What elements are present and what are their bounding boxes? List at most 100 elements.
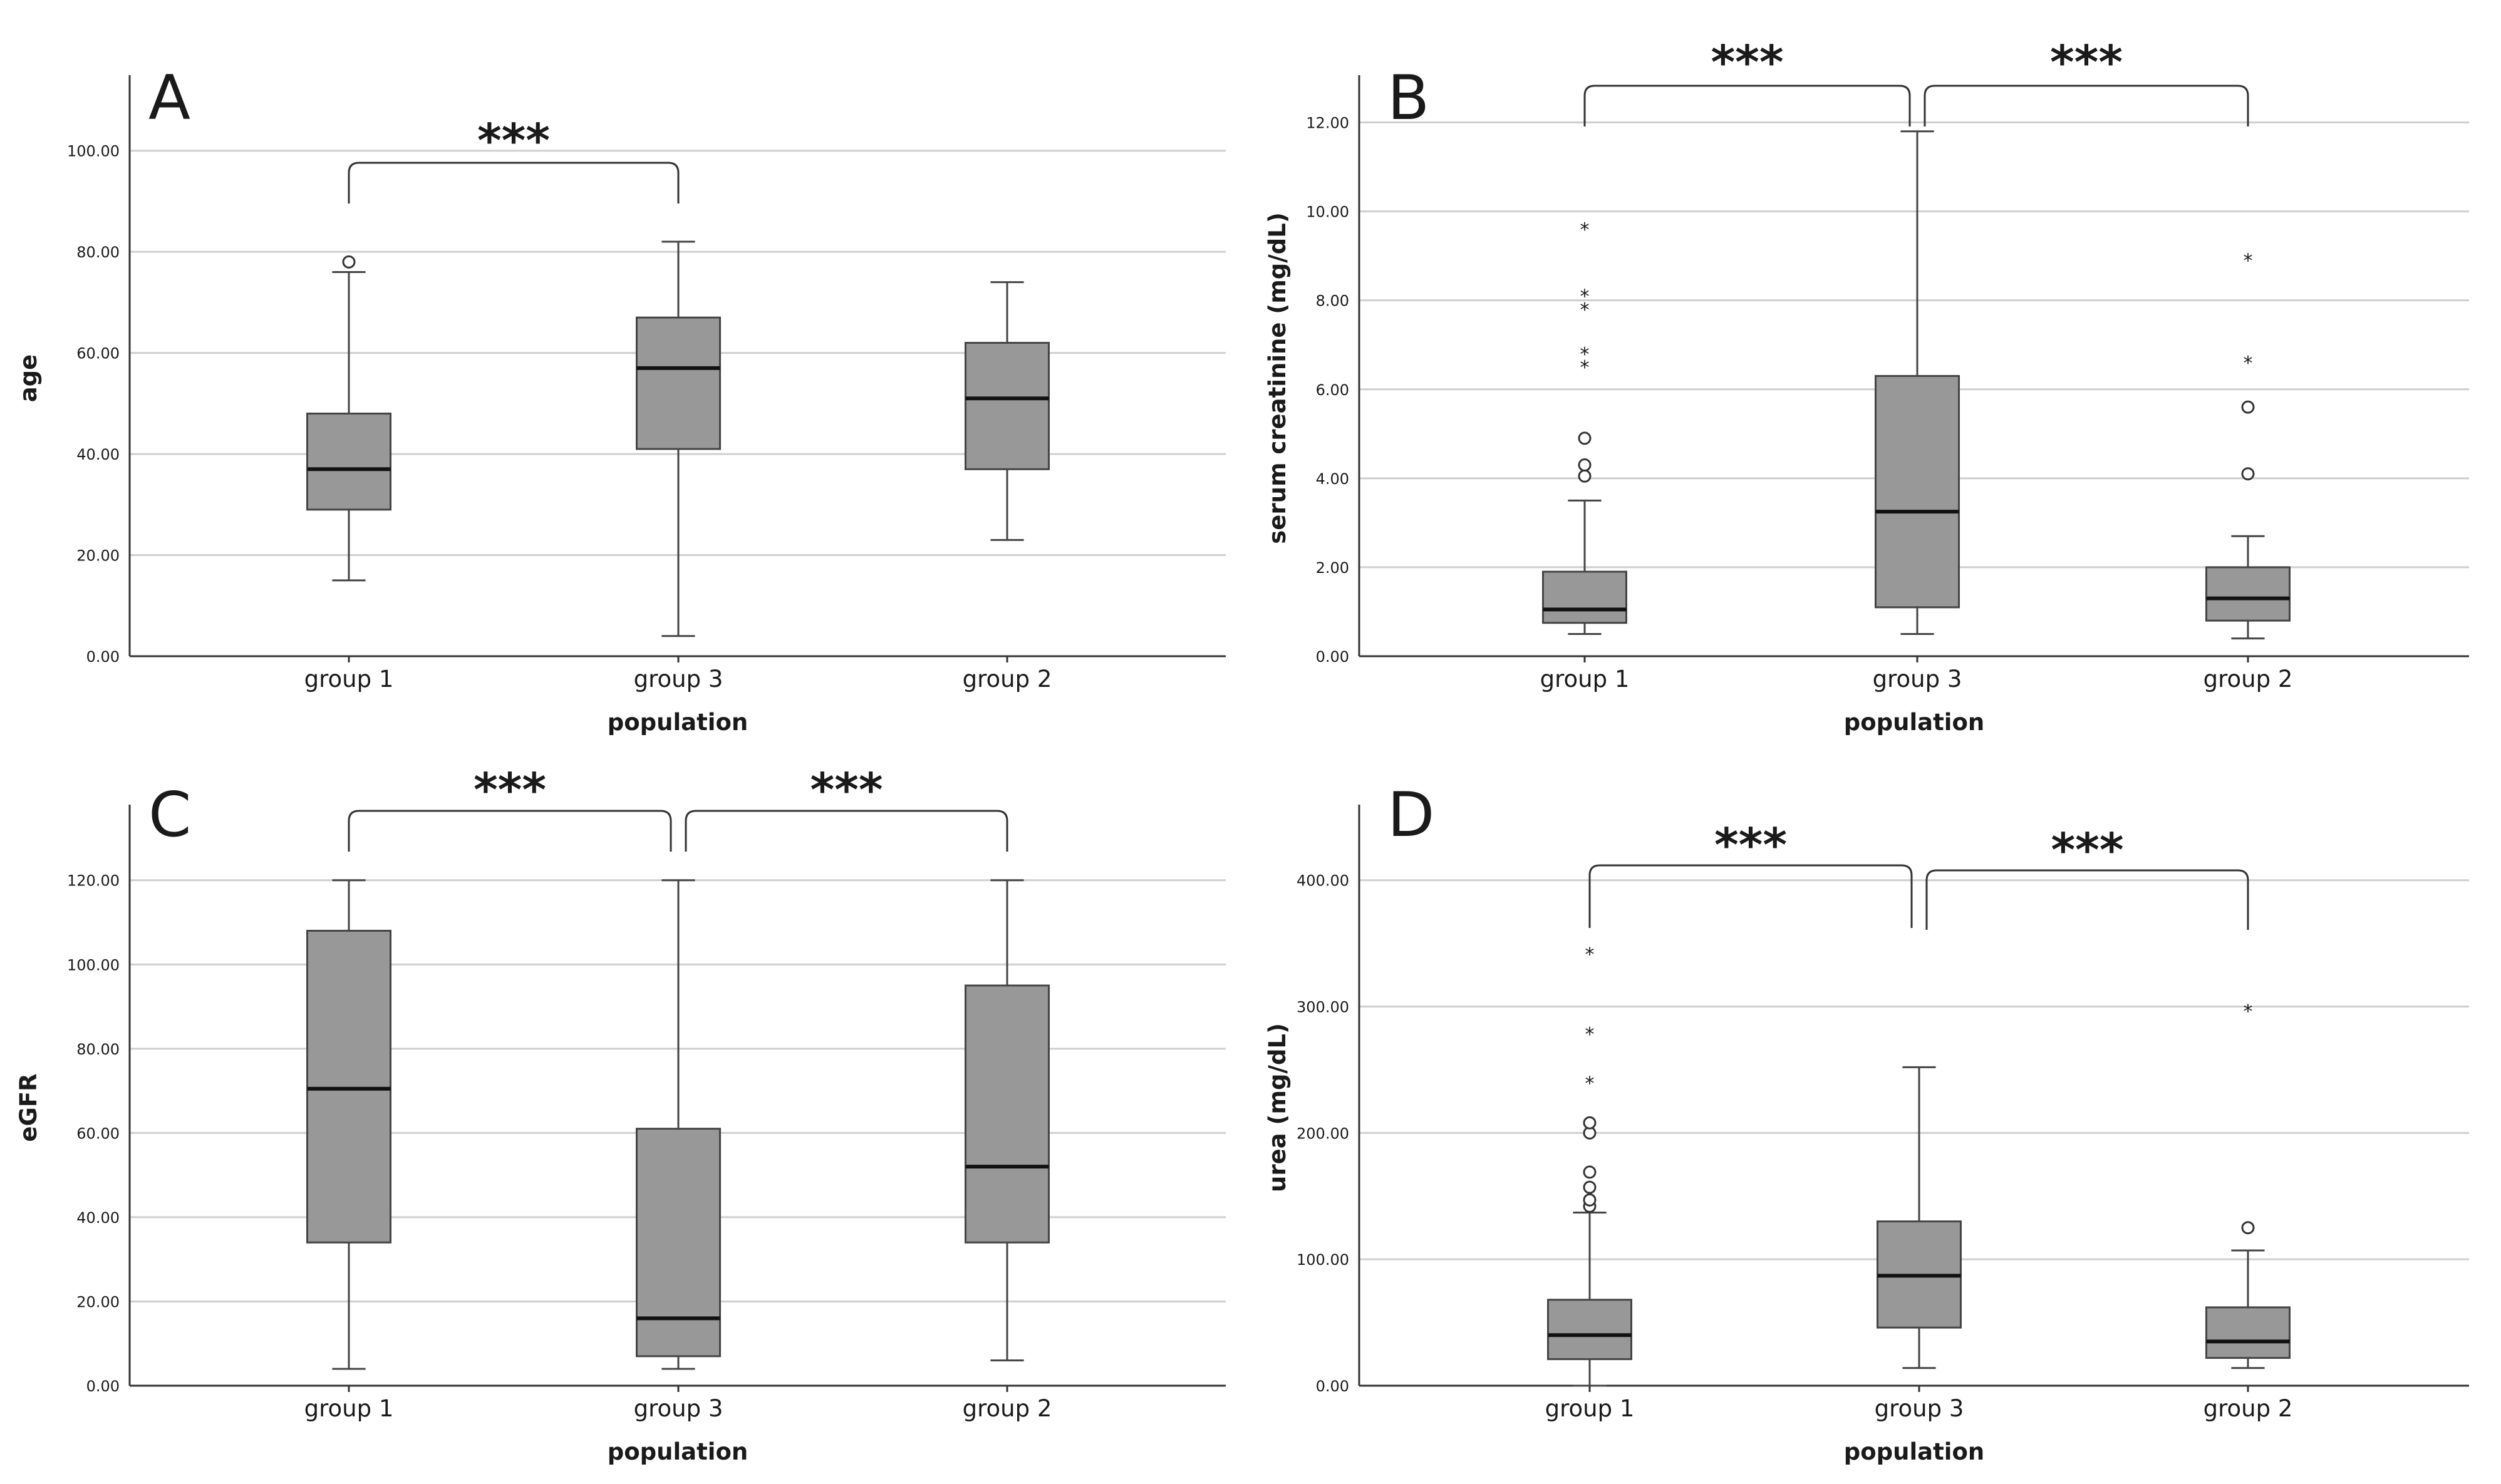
significance-bracket <box>348 810 672 852</box>
box-group-3 <box>1875 130 1960 635</box>
x-axis-title: population <box>1844 709 1985 736</box>
outlier-star: * <box>1580 286 1590 307</box>
y-tick-label: 100.00 <box>1297 1251 1349 1269</box>
x-category-label: group 2 <box>2203 1395 2293 1422</box>
outlier-circle <box>1583 1180 1597 1194</box>
y-tick-label: 120.00 <box>67 872 120 890</box>
box-group-1: * * * <box>1547 944 1632 1387</box>
iqr-box <box>1875 374 1960 609</box>
x-category-label: group 2 <box>963 1395 1052 1422</box>
panel-letter: B <box>1387 63 1429 134</box>
y-tick-label: 0.00 <box>86 1378 120 1395</box>
y-tick-label: 80.00 <box>76 244 120 261</box>
y-tick-label: 60.00 <box>76 1125 120 1142</box>
box-group-2 <box>965 281 1050 541</box>
significance-label: *** <box>2051 823 2123 877</box>
y-tick-label: 40.00 <box>76 446 120 463</box>
iqr-box <box>965 341 1050 470</box>
outlier-star: * <box>1585 1024 1595 1046</box>
iqr-box <box>2205 566 2291 622</box>
y-tick-label: 10.00 <box>1306 204 1349 221</box>
y-tick-label: 20.00 <box>76 1293 120 1311</box>
y-tick-label: 0.00 <box>86 648 120 666</box>
significance-label: *** <box>2050 36 2123 90</box>
outlier-circle <box>342 255 356 269</box>
outlier-star: * <box>2244 250 2253 272</box>
significance-bracket <box>1588 864 1913 928</box>
x-category-label: group 1 <box>1545 1395 1635 1422</box>
x-axis-title: population <box>1844 1438 1985 1465</box>
iqr-box <box>306 413 391 511</box>
outlier-circle <box>1578 469 1592 483</box>
y-axis-title: eGFR <box>15 1073 42 1141</box>
box-group-3 <box>1877 1066 1962 1369</box>
y-tick-label: 300.00 <box>1297 999 1349 1016</box>
iqr-box <box>306 929 391 1244</box>
y-tick-label: 2.00 <box>1316 559 1349 577</box>
outlier-star: * <box>1580 219 1590 241</box>
outlier-circle <box>1583 1165 1597 1179</box>
x-category-label: group 3 <box>1873 666 1962 693</box>
outlier-star: * <box>1585 1073 1595 1095</box>
y-tick-label: 4.00 <box>1316 470 1349 488</box>
panel-letter: D <box>1387 780 1434 851</box>
significance-bracket <box>1583 85 1911 126</box>
x-axis-title: population <box>608 1438 748 1465</box>
outlier-star: * <box>1585 944 1595 966</box>
y-tick-label: 0.00 <box>1316 648 1349 666</box>
box-group-2: ** <box>2205 250 2291 640</box>
outlier-circle <box>1578 431 1592 445</box>
y-tick-label: 12.00 <box>1306 115 1349 132</box>
outlier-star: * <box>1580 357 1590 379</box>
significance-label: *** <box>477 114 550 168</box>
y-axis-title: urea (mg/dL) <box>1264 1023 1291 1192</box>
y-tick-label: 0.00 <box>1316 1378 1349 1395</box>
box-group-1 <box>306 879 391 1370</box>
box-group-3 <box>636 879 721 1370</box>
significance-label: *** <box>474 763 546 817</box>
y-tick-label: 60.00 <box>76 345 120 363</box>
panel-c: 0.00 20.00 40.00 60.00 80.00 100.00 120.00 grou… <box>15 763 1226 1465</box>
y-tick-label: 200.00 <box>1297 1125 1349 1142</box>
y-tick-label: 100.00 <box>67 143 120 160</box>
y-tick-label: 40.00 <box>76 1209 120 1227</box>
box-group-1: ***** <box>1542 219 1627 635</box>
significance-bracket <box>1924 85 2249 126</box>
significance-bracket <box>348 162 680 204</box>
outlier-star: * <box>2244 353 2253 374</box>
outlier-circle <box>1578 458 1592 472</box>
iqr-box <box>2205 1306 2291 1359</box>
y-tick-label: 400.00 <box>1297 872 1349 890</box>
x-axis-title: population <box>608 709 748 736</box>
x-category-label: group 3 <box>634 1395 723 1422</box>
box-group-2: * <box>2205 1001 2291 1369</box>
iqr-box <box>1542 570 1627 624</box>
box-group-1 <box>306 255 391 582</box>
outlier-circle <box>2241 1221 2255 1235</box>
significance-bracket <box>1925 869 2249 930</box>
x-category-label: group 1 <box>1540 666 1630 693</box>
y-axis-title: serum creatinine (mg/dL) <box>1264 212 1291 544</box>
iqr-box <box>965 984 1050 1244</box>
panel-d: 0.00 100.00 200.00 300.00 400.00 group 1 group… <box>1264 780 2469 1465</box>
box-group-3 <box>636 240 721 637</box>
outlier-circle <box>2241 467 2255 481</box>
x-category-label: group 3 <box>1875 1395 1964 1422</box>
x-category-label: group 2 <box>2203 666 2293 693</box>
iqr-box <box>636 316 721 450</box>
x-category-label: group 2 <box>963 666 1052 693</box>
x-category-label: group 1 <box>304 1395 394 1422</box>
outlier-circle <box>1583 1116 1597 1130</box>
iqr-box <box>636 1128 721 1358</box>
x-category-label: group 1 <box>304 666 394 693</box>
outlier-star: * <box>1580 299 1590 321</box>
panel-letter: A <box>148 63 190 134</box>
significance-bracket <box>685 810 1008 852</box>
outlier-circle <box>2241 400 2255 414</box>
box-group-2 <box>965 879 1050 1362</box>
y-tick-label: 8.00 <box>1316 292 1349 310</box>
outlier-star: * <box>2244 1001 2253 1023</box>
panel-b: 0.00 2.00 4.00 6.00 8.00 10.00 12.00 group 1 gro… <box>1264 36 2469 736</box>
y-tick-label: 6.00 <box>1316 381 1349 399</box>
